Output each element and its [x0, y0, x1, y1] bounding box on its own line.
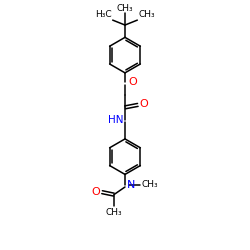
Text: O: O [128, 77, 137, 87]
Text: N: N [127, 180, 135, 190]
Text: CH₃: CH₃ [138, 10, 155, 19]
Text: O: O [140, 100, 148, 110]
Text: O: O [92, 187, 100, 197]
Text: CH₃: CH₃ [141, 180, 158, 189]
Text: CH₃: CH₃ [106, 208, 122, 217]
Text: H₃C: H₃C [95, 10, 112, 19]
Text: HN: HN [108, 115, 123, 125]
Text: CH₃: CH₃ [117, 4, 133, 13]
